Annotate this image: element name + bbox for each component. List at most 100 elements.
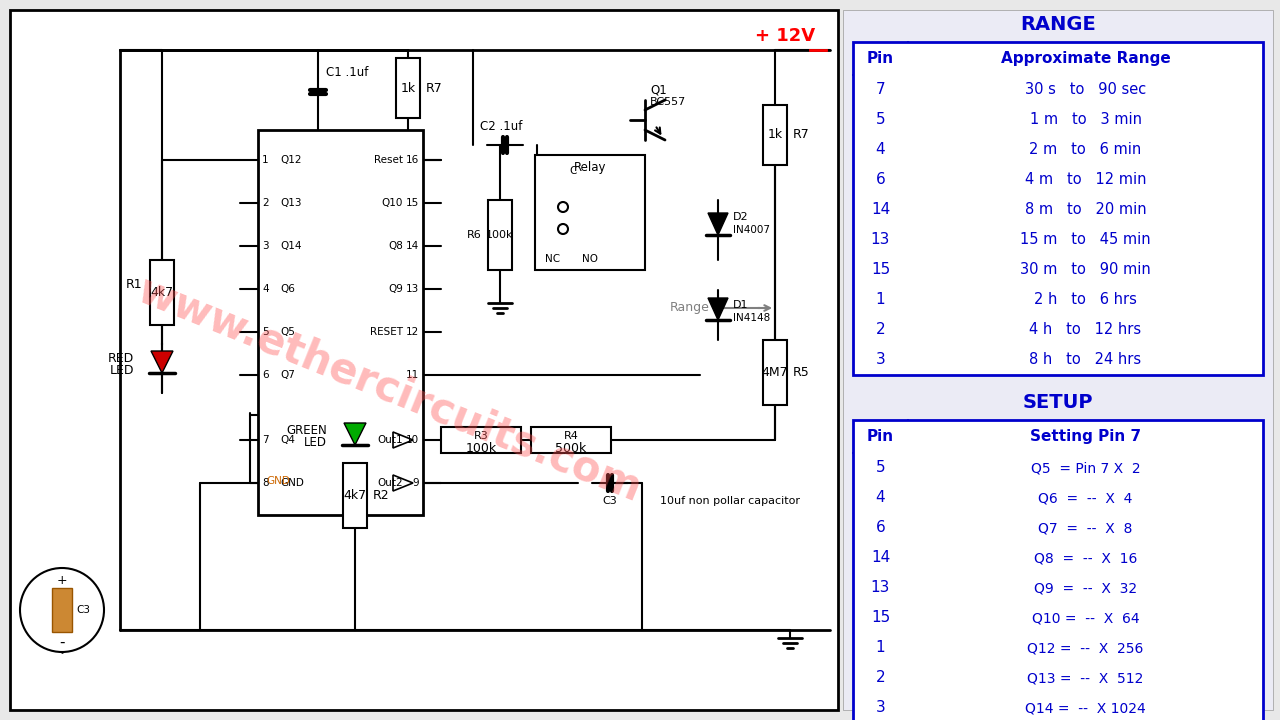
- Text: 5: 5: [876, 112, 886, 127]
- Text: 10: 10: [406, 435, 419, 445]
- Text: C3: C3: [603, 496, 617, 506]
- Text: 2: 2: [876, 323, 886, 338]
- Text: 6: 6: [876, 521, 886, 536]
- Text: 1k: 1k: [768, 128, 782, 142]
- Text: 16: 16: [406, 155, 419, 165]
- Text: RANGE: RANGE: [1020, 14, 1096, 34]
- Bar: [396, 58, 420, 118]
- Bar: [10, 10, 838, 710]
- Text: 4: 4: [876, 143, 886, 158]
- Text: R3: R3: [474, 431, 489, 441]
- Text: Q4: Q4: [280, 435, 294, 445]
- Text: 1: 1: [262, 155, 269, 165]
- Text: Q14 =  --  X 1024: Q14 = -- X 1024: [1025, 701, 1146, 715]
- Text: 10uf non pollar capacitor: 10uf non pollar capacitor: [660, 496, 800, 506]
- Text: 30 s   to   90 sec: 30 s to 90 sec: [1025, 83, 1146, 97]
- Text: GND: GND: [280, 478, 303, 488]
- Text: 1k: 1k: [401, 81, 416, 94]
- Text: Q6: Q6: [280, 284, 294, 294]
- Text: Out2: Out2: [378, 478, 403, 488]
- Bar: [52, 588, 72, 632]
- Text: IN4007: IN4007: [733, 225, 771, 235]
- Text: 30 m   to   90 min: 30 m to 90 min: [1020, 263, 1151, 277]
- Text: Q10: Q10: [381, 198, 403, 208]
- Bar: [488, 200, 512, 270]
- Text: Q1: Q1: [650, 84, 667, 96]
- Text: 2 m   to   6 min: 2 m to 6 min: [1029, 143, 1142, 158]
- Text: 500k: 500k: [556, 443, 586, 456]
- Text: 3: 3: [876, 353, 886, 367]
- Text: Q7: Q7: [280, 370, 294, 380]
- Text: 4k7: 4k7: [151, 286, 174, 299]
- Text: 14: 14: [870, 551, 890, 565]
- Text: 2 h   to   6 hrs: 2 h to 6 hrs: [1034, 292, 1137, 307]
- Text: Q9  =  --  X  32: Q9 = -- X 32: [1034, 581, 1137, 595]
- Text: C2 .1uf: C2 .1uf: [480, 120, 522, 133]
- Text: GND: GND: [266, 476, 289, 486]
- Text: 14: 14: [406, 241, 419, 251]
- Text: 8 h   to   24 hrs: 8 h to 24 hrs: [1029, 353, 1142, 367]
- Polygon shape: [708, 213, 728, 235]
- Text: C1 .1uf: C1 .1uf: [326, 66, 369, 78]
- Bar: [763, 340, 787, 405]
- Text: 9: 9: [412, 478, 419, 488]
- Text: 15: 15: [870, 611, 890, 626]
- Text: Q5  = Pin 7 X  2: Q5 = Pin 7 X 2: [1030, 461, 1140, 475]
- Text: 3: 3: [876, 701, 886, 716]
- Text: Q8  =  --  X  16: Q8 = -- X 16: [1034, 551, 1137, 565]
- Text: R5: R5: [794, 366, 810, 379]
- Text: R6: R6: [467, 230, 483, 240]
- Text: 100k: 100k: [486, 230, 513, 240]
- Text: 15: 15: [870, 263, 890, 277]
- Text: NO: NO: [582, 254, 598, 264]
- Circle shape: [20, 568, 104, 652]
- Text: 4M7: 4M7: [762, 366, 788, 379]
- Text: Setting Pin 7: Setting Pin 7: [1030, 429, 1140, 444]
- Text: Pin: Pin: [867, 51, 893, 66]
- Bar: [763, 105, 787, 165]
- Text: SETUP: SETUP: [1023, 392, 1093, 412]
- Polygon shape: [708, 298, 728, 320]
- Text: IN4148: IN4148: [733, 313, 771, 323]
- Polygon shape: [151, 351, 173, 373]
- Text: 1: 1: [876, 292, 886, 307]
- Circle shape: [558, 224, 568, 234]
- Text: RED: RED: [108, 351, 134, 364]
- Text: R7: R7: [794, 128, 810, 142]
- Text: Range: Range: [671, 302, 710, 315]
- Text: GREEN: GREEN: [287, 423, 326, 436]
- Text: 15 m   to   45 min: 15 m to 45 min: [1020, 233, 1151, 248]
- Circle shape: [558, 202, 568, 212]
- Text: 4 m   to   12 min: 4 m to 12 min: [1025, 173, 1147, 187]
- Text: Q9: Q9: [388, 284, 403, 294]
- Text: Q7  =  --  X  8: Q7 = -- X 8: [1038, 521, 1133, 535]
- Text: Approximate Range: Approximate Range: [1001, 51, 1170, 66]
- Bar: [531, 427, 611, 453]
- Text: RESET: RESET: [370, 327, 403, 337]
- Text: R4: R4: [563, 431, 579, 441]
- Text: 4: 4: [262, 284, 269, 294]
- Text: R2: R2: [372, 489, 389, 502]
- Text: Q10 =  --  X  64: Q10 = -- X 64: [1032, 611, 1139, 625]
- Text: 100k: 100k: [466, 443, 497, 456]
- Text: 5: 5: [262, 327, 269, 337]
- Text: LED: LED: [305, 436, 326, 449]
- Text: 2: 2: [262, 198, 269, 208]
- Text: 5: 5: [876, 461, 886, 475]
- Text: 3: 3: [262, 241, 269, 251]
- Text: Q13: Q13: [280, 198, 302, 208]
- Polygon shape: [344, 423, 366, 445]
- Text: + 12V: + 12V: [755, 27, 815, 45]
- Bar: [852, 42, 1263, 375]
- Text: Q8: Q8: [388, 241, 403, 251]
- Bar: [535, 155, 645, 270]
- Text: Reset: Reset: [374, 155, 403, 165]
- Text: Q5: Q5: [280, 327, 294, 337]
- Text: -: -: [59, 634, 65, 649]
- Text: R7: R7: [426, 81, 443, 94]
- Text: Q12 =  --  X  256: Q12 = -- X 256: [1028, 641, 1144, 655]
- Text: 14: 14: [870, 202, 890, 217]
- Text: 7: 7: [262, 435, 269, 445]
- Text: 6: 6: [876, 173, 886, 187]
- Text: 7: 7: [876, 83, 886, 97]
